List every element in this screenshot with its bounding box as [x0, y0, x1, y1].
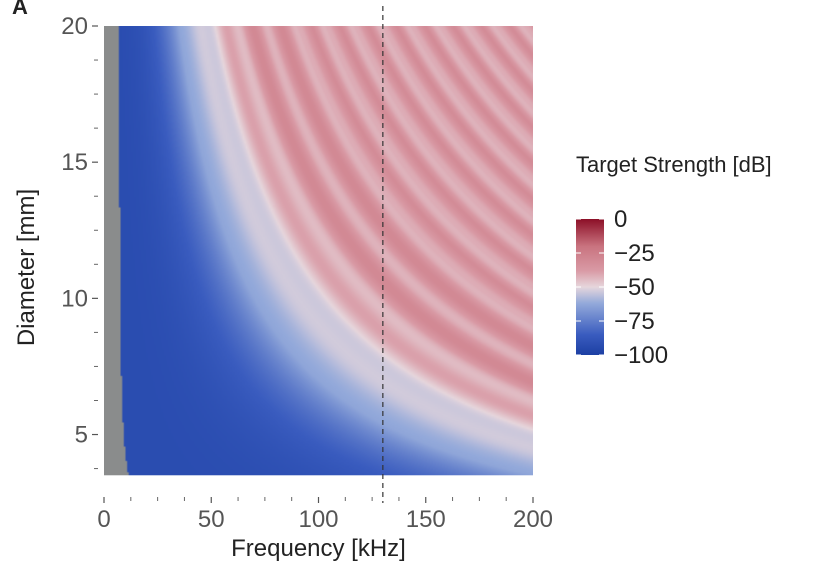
colorbar-ticks: 0 −25 −50 −75 −100 — [576, 206, 668, 369]
colorbar-tick-label: −25 — [614, 240, 655, 267]
x-tick-label: 200 — [513, 506, 553, 533]
y-axis-label: Diameter [mm] — [13, 189, 40, 346]
y-tick-label: 20 — [61, 13, 88, 40]
colorbar-title: Target Strength [dB] — [576, 152, 772, 177]
colorbar-legend: Target Strength [dB] 0 −25 −50 −75 −100 — [576, 152, 772, 369]
colorbar-tick-label: −100 — [614, 342, 668, 369]
x-axis: 0 50 100 150 200 — [97, 497, 553, 533]
x-tick-label: 0 — [97, 506, 110, 533]
colorbar-tick-label: −75 — [614, 308, 655, 335]
y-axis: 5 10 15 20 — [61, 13, 98, 470]
x-axis-label: Frequency [kHz] — [231, 535, 406, 562]
heatmap-area — [104, 26, 533, 476]
y-tick-label: 15 — [61, 149, 88, 176]
heatmap-image — [104, 26, 533, 476]
colorbar-tick-label: 0 — [614, 206, 627, 233]
y-tick-label: 5 — [75, 422, 88, 449]
panel-label: A — [12, 0, 28, 19]
y-tick-label: 10 — [61, 285, 88, 312]
x-tick-label: 150 — [406, 506, 446, 533]
x-tick-label: 50 — [198, 506, 225, 533]
x-tick-label: 100 — [298, 506, 338, 533]
colorbar-tick-label: −50 — [614, 274, 655, 301]
